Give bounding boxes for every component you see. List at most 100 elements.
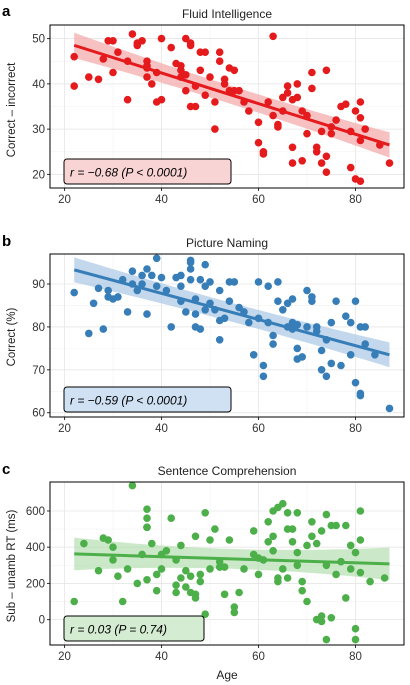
data-point [308, 84, 316, 93]
data-point [167, 514, 175, 522]
y-tick-label: 60 [32, 408, 45, 420]
data-point [211, 98, 219, 106]
data-point [201, 48, 209, 56]
data-point [249, 351, 258, 359]
annotation-text: r = −0.68 (P < 0.0001) [70, 166, 187, 180]
data-point [148, 271, 156, 280]
annotation-box: r = −0.68 (P < 0.0001) [63, 158, 232, 185]
data-point [167, 43, 175, 52]
data-point [143, 576, 151, 584]
data-point [157, 273, 166, 282]
data-point [89, 299, 98, 308]
data-point [298, 353, 307, 361]
panel-letter: a [2, 3, 11, 20]
data-point [177, 271, 185, 280]
data-point [182, 71, 190, 79]
data-point [70, 597, 78, 606]
data-point [148, 80, 156, 88]
data-point [148, 539, 156, 548]
panel-b: b Picture Naming Correct (%) 20 40 60 80 60 7… [2, 233, 405, 435]
data-point [211, 525, 219, 533]
data-point [138, 280, 146, 288]
x-tick-label: 40 [155, 423, 168, 435]
data-point [143, 310, 151, 318]
data-point [351, 297, 360, 306]
chart-title: Fluid Intelligence [182, 7, 272, 21]
data-point [332, 570, 340, 579]
data-point [385, 159, 394, 167]
data-point [245, 318, 253, 327]
data-point [123, 95, 132, 104]
plot-border [49, 24, 405, 189]
panel-letter: b [2, 233, 11, 250]
data-point [346, 565, 355, 573]
data-point [303, 129, 311, 138]
data-point [288, 295, 297, 303]
y-tick-label: 400 [26, 542, 45, 554]
data-point [346, 351, 355, 359]
data-point [157, 95, 166, 104]
data-point [215, 286, 224, 295]
data-point [240, 565, 248, 573]
data-point [225, 297, 234, 306]
data-point [312, 327, 321, 336]
data-point [283, 509, 292, 517]
data-point [182, 566, 190, 575]
data-point [182, 583, 190, 591]
data-point [264, 538, 273, 546]
data-point [337, 361, 345, 370]
data-point [288, 525, 297, 533]
data-point [293, 321, 302, 329]
x-axis-label: Age [216, 668, 238, 682]
data-point [356, 536, 365, 544]
data-point [317, 527, 326, 535]
data-point [279, 499, 287, 508]
x-tick-label: 20 [58, 194, 71, 206]
data-point [99, 55, 108, 63]
data-point [104, 286, 112, 295]
data-point [327, 614, 336, 622]
data-point [356, 568, 365, 577]
data-point [133, 41, 142, 50]
data-point [177, 541, 185, 550]
data-point [157, 565, 166, 573]
data-point [215, 57, 224, 65]
data-point [152, 254, 161, 263]
data-point [94, 566, 103, 575]
data-point [317, 366, 326, 374]
data-point [220, 590, 229, 599]
data-point [366, 577, 374, 586]
x-tick-label: 80 [349, 423, 362, 435]
data-point [279, 93, 287, 102]
data-point [196, 325, 205, 333]
data-point [152, 586, 161, 595]
x-tick-label: 80 [349, 651, 362, 663]
data-point [143, 514, 151, 522]
data-point [322, 168, 331, 176]
plot-border [49, 481, 405, 646]
data-point [259, 372, 268, 381]
y-tick-label: 200 [26, 578, 45, 590]
data-point [274, 123, 282, 131]
data-point [312, 148, 321, 156]
data-point [361, 340, 370, 348]
data-point [346, 318, 355, 327]
data-point [259, 150, 268, 158]
y-tick-label: 80 [32, 322, 45, 334]
data-point [259, 361, 268, 370]
data-point [230, 608, 239, 617]
data-point [94, 284, 103, 293]
x-tick-label: 60 [252, 423, 265, 435]
data-point [317, 159, 326, 167]
data-point [303, 597, 311, 606]
y-tick-label: 20 [32, 169, 45, 181]
data-point [182, 86, 190, 95]
y-axis-label: Sub – unamb RT (ms) [6, 509, 18, 622]
data-point [109, 37, 117, 45]
panel-c: c Sentence Comprehension Sub – unamb RT … [2, 461, 405, 682]
data-point [303, 541, 311, 550]
data-point [269, 111, 277, 120]
data-point [356, 391, 365, 400]
data-point [196, 275, 205, 284]
